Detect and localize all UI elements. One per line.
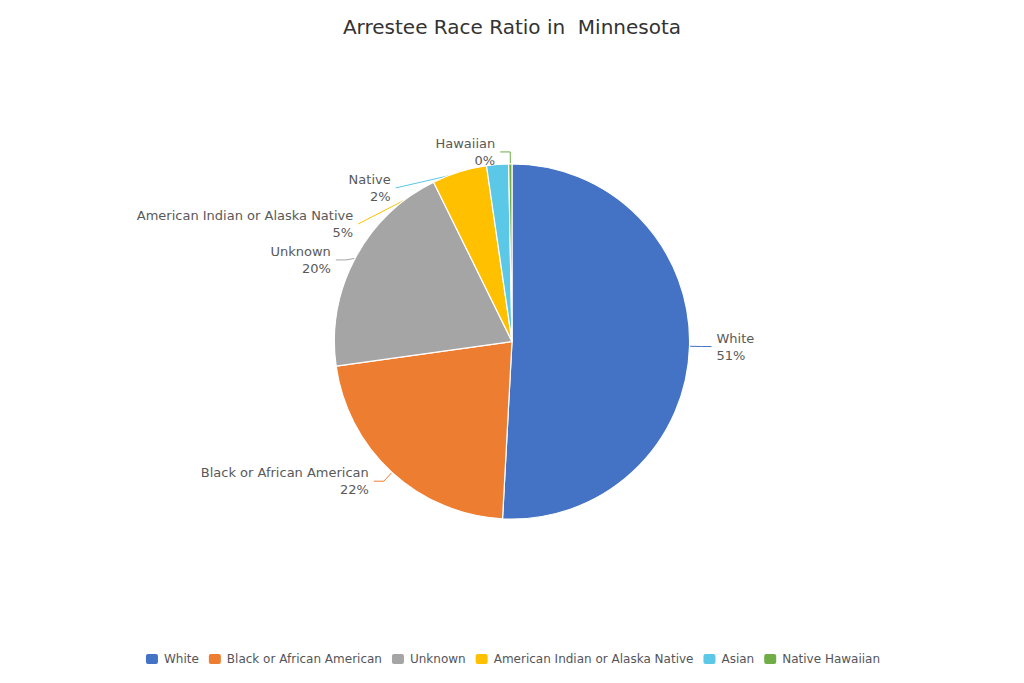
- svg-text:American Indian or Alaska Nati: American Indian or Alaska Native: [494, 652, 694, 666]
- svg-text:Native Hawaiian: Native Hawaiian: [782, 652, 880, 666]
- svg-text:White: White: [717, 331, 755, 346]
- svg-text:White: White: [164, 652, 199, 666]
- svg-text:22%: 22%: [340, 482, 369, 497]
- svg-text:Asian: Asian: [721, 652, 754, 666]
- svg-text:5%: 5%: [333, 225, 354, 240]
- svg-text:Unknown: Unknown: [270, 244, 330, 259]
- svg-text:Hawaiian: Hawaiian: [435, 136, 495, 151]
- svg-text:0%: 0%: [475, 153, 496, 168]
- svg-text:Black or African American: Black or African American: [201, 465, 369, 480]
- svg-text:2%: 2%: [370, 189, 391, 204]
- svg-text:American Indian or Alaska Nati: American Indian or Alaska Native: [137, 208, 353, 223]
- svg-text:Black or African American: Black or African American: [227, 652, 382, 666]
- svg-text:20%: 20%: [302, 261, 331, 276]
- svg-text:Native: Native: [349, 172, 391, 187]
- svg-text:51%: 51%: [717, 348, 746, 363]
- svg-text:Unknown: Unknown: [410, 652, 466, 666]
- svg-text:Arrestee Race Ratio in Minnes: Arrestee Race Ratio in Minnesota: [343, 15, 681, 39]
